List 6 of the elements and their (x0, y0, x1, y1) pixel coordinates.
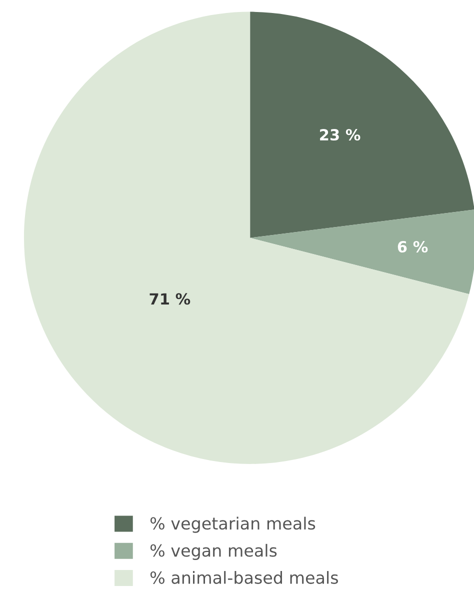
legend-label: % animal-based meals (150, 571, 338, 584)
data-label: 71 % (150, 293, 190, 305)
data-label: 6 % (398, 240, 428, 253)
legend-label: % vegetarian meals (150, 516, 316, 533)
legend-label: % vegan meals (150, 544, 277, 560)
data-label: 23 % (320, 129, 360, 141)
